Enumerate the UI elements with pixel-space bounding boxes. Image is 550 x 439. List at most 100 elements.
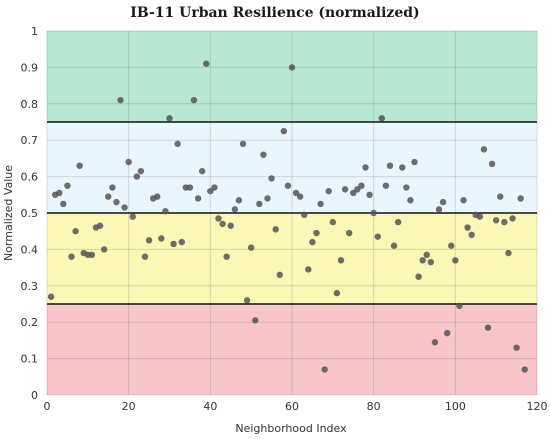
x-tick-label: 60	[285, 400, 299, 413]
data-point	[68, 253, 75, 260]
data-point	[378, 115, 386, 122]
data-point	[252, 317, 259, 324]
data-point	[137, 167, 145, 175]
data-point	[113, 198, 120, 206]
data-point	[345, 229, 353, 237]
x-tick-label: 40	[203, 400, 217, 413]
data-point	[239, 140, 247, 148]
data-point	[162, 207, 169, 215]
data-point	[203, 60, 210, 67]
data-point	[129, 213, 136, 220]
data-point	[509, 215, 516, 222]
data-point	[133, 173, 141, 180]
data-point	[480, 146, 488, 153]
data-point	[276, 271, 283, 279]
data-point	[435, 206, 443, 213]
data-point	[223, 253, 230, 260]
data-point	[284, 182, 292, 189]
data-point	[256, 200, 263, 208]
data-point	[309, 238, 316, 246]
data-point	[60, 200, 67, 208]
data-point	[419, 257, 426, 264]
data-point	[492, 217, 500, 224]
data-point	[423, 251, 430, 259]
data-point	[207, 187, 214, 195]
threshold-layer	[47, 121, 537, 305]
data-point	[464, 224, 471, 231]
data-point	[443, 329, 451, 337]
data-point	[370, 209, 377, 217]
data-point	[305, 266, 312, 273]
data-point	[190, 96, 198, 104]
data-point	[170, 240, 177, 248]
tick-layer: 0 20 40 60 80 100 120 0 0.1 0.2 0.3 0.4 0.5 0.6 0.7 0.8…	[21, 25, 548, 413]
y-tick-label: 0.5	[21, 207, 39, 220]
y-tick-label: 0	[31, 389, 38, 402]
data-point	[374, 233, 381, 240]
chart-title: IB-11 Urban Resilience (normalized)	[130, 5, 419, 21]
data-point	[350, 189, 357, 197]
data-point	[166, 115, 173, 122]
data-point	[341, 186, 349, 193]
data-point	[96, 222, 104, 229]
data-point	[456, 302, 463, 310]
data-point	[354, 186, 361, 193]
data-point	[517, 195, 524, 202]
data-point	[76, 162, 83, 169]
data-point	[235, 197, 243, 204]
data-point	[415, 273, 422, 280]
data-point	[219, 220, 226, 228]
data-point	[145, 237, 153, 244]
y-tick-label: 0.8	[21, 98, 39, 111]
y-tick-label: 0.2	[21, 316, 39, 329]
x-tick-label: 120	[527, 400, 548, 413]
data-point	[513, 344, 520, 351]
data-point	[125, 158, 132, 166]
data-point	[231, 206, 239, 213]
data-point	[100, 246, 108, 253]
data-point	[484, 324, 492, 331]
data-point	[476, 213, 484, 220]
data-point	[362, 164, 369, 171]
data-point	[501, 218, 508, 226]
data-point	[280, 127, 288, 135]
data-point	[141, 253, 149, 260]
data-point	[505, 249, 512, 257]
band-1	[47, 122, 537, 213]
data-point	[105, 193, 112, 200]
y-tick-label: 0.9	[21, 61, 39, 74]
data-point	[56, 189, 63, 197]
points-layer	[47, 60, 528, 373]
data-point	[488, 160, 496, 168]
x-tick-label: 80	[367, 400, 381, 413]
data-point	[272, 226, 279, 233]
data-point	[211, 184, 218, 191]
data-point	[292, 189, 300, 197]
data-point	[460, 197, 467, 204]
data-point	[390, 242, 398, 249]
data-point	[329, 218, 337, 226]
data-point	[296, 193, 304, 200]
data-point	[358, 182, 365, 189]
data-point	[431, 339, 439, 346]
data-point	[243, 297, 251, 304]
y-tick-label: 0.4	[21, 243, 39, 256]
data-point	[260, 151, 267, 158]
data-point	[288, 64, 296, 71]
data-point	[325, 187, 332, 195]
data-point	[382, 182, 390, 189]
data-point	[427, 258, 435, 266]
data-point	[386, 162, 394, 169]
data-point	[399, 164, 406, 171]
data-point	[448, 242, 455, 249]
data-point	[394, 218, 402, 226]
data-point	[468, 231, 475, 239]
x-tick-label: 100	[445, 400, 466, 413]
x-tick-label: 20	[122, 400, 136, 413]
y-axis-label: Normalized Value	[2, 165, 15, 261]
data-point	[439, 198, 447, 206]
data-point	[497, 193, 504, 200]
data-point	[301, 211, 308, 219]
band-3	[47, 304, 537, 395]
